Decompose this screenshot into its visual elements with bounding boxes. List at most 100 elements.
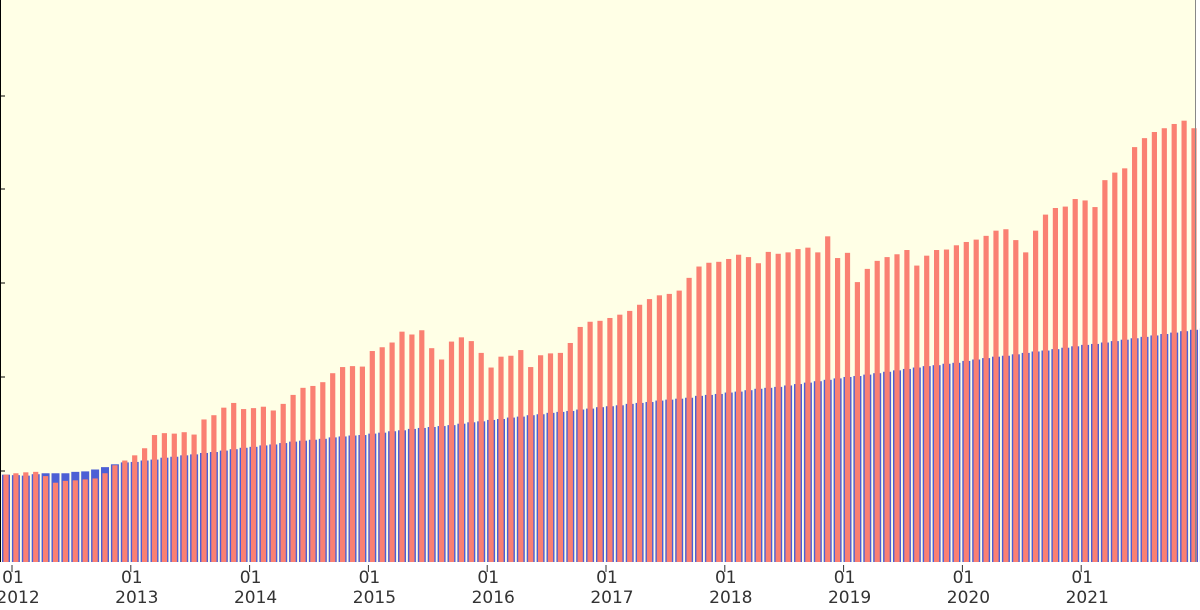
bar-series-a xyxy=(458,337,464,562)
bar-series-a xyxy=(419,330,425,562)
bar-series-a xyxy=(320,382,326,562)
bar-series-a xyxy=(112,465,118,562)
bar-series-a xyxy=(409,334,415,562)
bar-series-a xyxy=(607,317,613,562)
bar-series-a xyxy=(825,236,831,562)
bar-series-a xyxy=(448,341,455,562)
bar-series-a xyxy=(676,290,682,562)
bar-series-a xyxy=(181,432,187,562)
bar-series-a xyxy=(33,471,39,562)
bar-series-a xyxy=(52,482,59,562)
bar-series-a xyxy=(904,250,910,562)
bar-series-a xyxy=(914,265,920,562)
x-tick-label-year: 2012 xyxy=(0,588,40,608)
bar-series-a xyxy=(973,239,979,562)
bar-series-a xyxy=(211,415,217,562)
bar-series-a xyxy=(508,355,514,562)
bar-series-a xyxy=(835,258,841,562)
bar-series-a xyxy=(241,409,247,562)
bar-series-a xyxy=(805,247,811,562)
bar-series-a xyxy=(993,230,999,562)
bar-series-a xyxy=(597,320,603,562)
x-tick-label-month: 01 xyxy=(1071,568,1093,588)
bar-series-a xyxy=(894,254,900,562)
bar-series-a xyxy=(13,473,19,562)
bar-series-a xyxy=(854,282,860,562)
bar-series-a xyxy=(161,433,167,562)
bar-series-a xyxy=(498,356,504,562)
bar-series-a xyxy=(340,367,346,562)
series-a-bars xyxy=(3,120,1197,563)
bar-series-a xyxy=(666,293,672,562)
bar-series-a xyxy=(191,434,197,562)
bar-series-a xyxy=(92,478,98,562)
bar-series-a xyxy=(953,245,959,563)
x-tick-label-year: 2019 xyxy=(828,588,871,608)
bar-series-a xyxy=(963,241,969,563)
bar-series-a xyxy=(171,433,177,562)
bar-series-a xyxy=(369,351,375,562)
bar-series-a xyxy=(567,342,573,562)
bar-series-a xyxy=(23,472,29,562)
bar-series-a xyxy=(1171,123,1177,562)
bar-series-a xyxy=(1033,230,1039,562)
x-tick-label-year: 2013 xyxy=(115,588,158,608)
bar-series-a xyxy=(943,249,950,563)
x-tick-label-year: 2018 xyxy=(709,588,752,608)
bar-series-a xyxy=(627,310,633,562)
x-tick-label-month: 01 xyxy=(477,568,499,588)
bar-series-a xyxy=(1052,208,1058,562)
bar-series-a xyxy=(201,419,207,562)
bar-series-a xyxy=(290,394,296,562)
bar-series-a xyxy=(745,257,752,562)
bar-series-a xyxy=(864,268,870,562)
bar-series-a xyxy=(102,473,108,562)
bar-series-a xyxy=(151,435,158,562)
bar-series-a xyxy=(1003,229,1009,563)
bar-series-a xyxy=(646,299,653,562)
bar-series-a xyxy=(132,455,138,562)
bar-series-a xyxy=(1013,240,1019,562)
bar-series-a xyxy=(260,406,266,562)
x-tick-label-month: 01 xyxy=(596,568,618,588)
bar-series-a xyxy=(1062,206,1068,562)
bar-series-a xyxy=(924,255,930,563)
bar-series-a xyxy=(270,410,276,562)
bar-series-a xyxy=(82,479,88,562)
bar-series-a xyxy=(250,408,257,562)
bar-series-a xyxy=(1132,147,1138,563)
bar-series-a xyxy=(1082,200,1088,562)
bar-series-a xyxy=(884,257,890,562)
bar-series-a xyxy=(815,252,821,562)
x-tick-label-year: 2014 xyxy=(234,588,277,608)
x-tick-label-month: 01 xyxy=(121,568,143,588)
bar-series-a xyxy=(617,314,623,562)
x-tick-label-year: 2015 xyxy=(353,588,396,608)
bar-series-a xyxy=(122,460,128,562)
x-tick-label-month: 01 xyxy=(359,568,381,588)
bar-series-a xyxy=(557,352,563,562)
bar-series-a xyxy=(359,366,365,562)
x-tick-label-month: 01 xyxy=(953,568,975,588)
bar-series-a xyxy=(1072,199,1078,562)
bar-series-a xyxy=(43,476,49,562)
bar-series-a xyxy=(488,367,494,562)
bar-series-a xyxy=(1122,168,1128,562)
bar-series-a xyxy=(231,402,237,562)
bar-series-a xyxy=(1102,180,1108,562)
bar-series-a xyxy=(706,262,712,562)
bar-series-a xyxy=(379,347,385,562)
bar-series-a xyxy=(349,366,356,562)
bar-series-a xyxy=(844,252,851,562)
bar-series-a xyxy=(1151,132,1157,562)
bar-series-a xyxy=(330,373,336,562)
bar-series-a xyxy=(389,342,395,562)
x-tick-label-month: 01 xyxy=(2,568,24,588)
x-tick-label-year: 2016 xyxy=(472,588,515,608)
x-tick-label-month: 01 xyxy=(715,568,737,588)
bar-series-a xyxy=(142,448,148,562)
bar-series-a xyxy=(399,331,405,562)
bar-series-a xyxy=(72,480,78,562)
bar-series-a xyxy=(736,254,742,563)
bar-series-a xyxy=(716,261,722,562)
